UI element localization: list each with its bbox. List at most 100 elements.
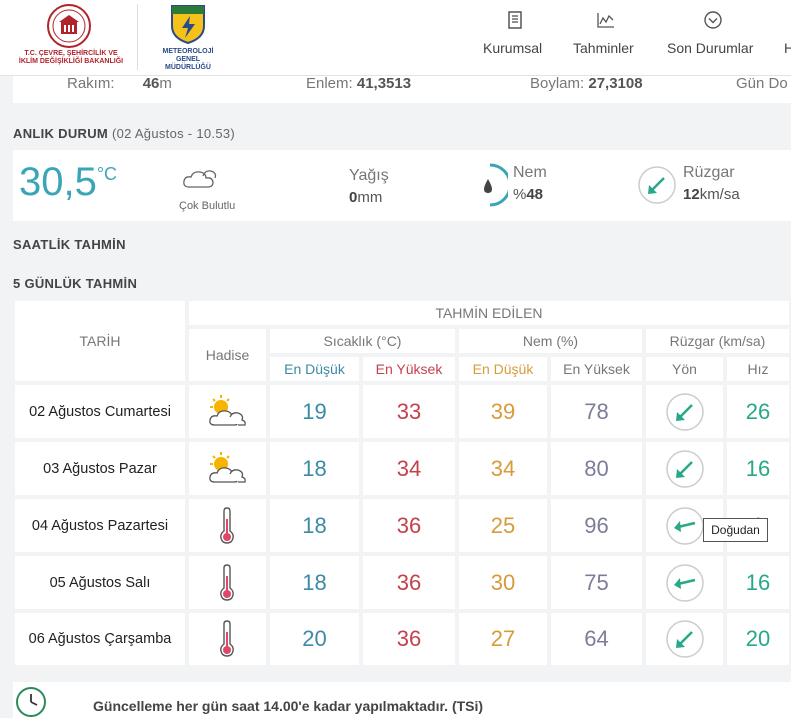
subheader-temp-high: En Yüksek — [363, 357, 455, 381]
row-wind-speed: 20 — [727, 613, 789, 665]
nav-label: Kurumsal — [483, 40, 543, 56]
chevron-circle-icon — [704, 11, 722, 29]
row-day: 04 Ağustos Pazartesi — [15, 499, 185, 552]
row-hum-low: 34 — [459, 442, 547, 495]
current-time: (02 Ağustos - 10.53) — [111, 126, 236, 141]
row-temp-high: 36 — [363, 556, 455, 609]
boylam-label: Boylam: — [530, 75, 585, 92]
col-header-tarih: TARİH — [15, 301, 185, 381]
row-wind-speed: 26 — [727, 385, 789, 438]
humidity-gauge-icon — [484, 163, 508, 207]
condition-label: Çok Bulutlu — [179, 200, 236, 212]
rakim-value: 46 — [142, 75, 160, 92]
row-hum-high: 64 — [551, 613, 642, 665]
clock-icon — [16, 687, 46, 717]
temp-unit: °C — [96, 164, 118, 184]
row-hadise-cell — [189, 613, 266, 665]
sun-cloud-icon — [209, 452, 246, 483]
row-wind-direction[interactable] — [646, 556, 723, 609]
gun-dogumu-label: Gün Do — [736, 75, 788, 92]
col-header-tahmin: TAHMİN EDİLEN — [189, 301, 789, 325]
row-temp-low: 20 — [270, 613, 359, 665]
row-hadise-cell — [189, 556, 266, 609]
yagis-value: 0mm — [349, 189, 383, 206]
location-info: Rakım: 46m Enlem: 41,3513 Boylam: 27,310… — [13, 75, 791, 103]
hourly-section-title[interactable]: SAATLİK TAHMİN — [13, 237, 126, 252]
mgm-logo[interactable]: METEOROLOJİ GENEL MÜDÜRLÜĞÜ — [158, 2, 238, 72]
mgm-badge-icon — [171, 5, 205, 44]
ministry-name-line2: İKLİM DEĞİŞİKLİĞİ BAKANLIĞI — [18, 58, 124, 65]
wind-direction-icon — [638, 166, 676, 204]
row-wind-direction[interactable] — [646, 613, 723, 665]
nav-label: Son Durumlar — [667, 40, 754, 56]
mgm-name-line2: GENEL MÜDÜRLÜĞÜ — [165, 56, 211, 71]
current-conditions-card: 30,5°C Çok Bulutlu Yağış 0mm Nem %48 Rüz… — [13, 150, 791, 221]
row-hum-high: 96 — [551, 499, 642, 552]
subheader-hum-low: En Düşük — [459, 357, 547, 381]
rakim-label: Rakım: — [67, 75, 115, 92]
row-hadise-cell — [189, 385, 266, 438]
yagis-label: Yağış — [349, 167, 389, 184]
thermometer-icon — [220, 564, 234, 601]
ruzgar-label: Rüzgar — [683, 164, 735, 181]
row-temp-low: 19 — [270, 385, 359, 438]
mgm-name-line1: METEOROLOJİ — [162, 48, 214, 55]
row-day: 06 Ağustos Çarşamba — [15, 613, 185, 665]
row-hum-low: 25 — [459, 499, 547, 552]
wind-arrow-icon — [666, 450, 704, 488]
subheader-hiz: Hız — [727, 357, 789, 381]
ministry-logo[interactable]: T.C. ÇEVRE, ŞEHİRCİLİK VE İKLİM DEĞİŞİKL… — [14, 4, 128, 72]
row-temp-high: 36 — [363, 499, 455, 552]
wind-arrow-icon — [666, 564, 704, 602]
row-temp-high: 34 — [363, 442, 455, 495]
wind-arrow-icon — [666, 620, 704, 658]
col-header-sicaklik: Sıcaklık (°C) — [270, 329, 455, 353]
row-hum-low: 27 — [459, 613, 547, 665]
current-temperature: 30,5°C — [19, 160, 118, 204]
row-temp-low: 18 — [270, 499, 359, 552]
row-hum-low: 30 — [459, 556, 547, 609]
rakim-unit: m — [159, 75, 172, 92]
row-wind-direction[interactable] — [646, 442, 723, 495]
site-header: T.C. ÇEVRE, ŞEHİRCİLİK VE İKLİM DEĞİŞİKL… — [0, 0, 791, 76]
ruzgar-value: 12km/sa — [683, 186, 740, 203]
thermometer-icon — [220, 507, 234, 544]
row-temp-high: 36 — [363, 613, 455, 665]
row-wind-direction[interactable] — [646, 385, 723, 438]
cloudy-icon — [183, 170, 217, 188]
enlem-value: 41,3513 — [356, 75, 412, 92]
document-icon — [508, 11, 522, 29]
row-hum-high: 78 — [551, 385, 642, 438]
nav-label: H — [784, 40, 791, 56]
col-header-hadise: Hadise — [189, 329, 266, 381]
col-header-nem: Nem (%) — [459, 329, 642, 353]
subheader-temp-low: En Düşük — [270, 357, 359, 381]
update-note: Güncelleme her gün saat 14.00'e kadar ya… — [13, 682, 791, 718]
row-wind-speed: 16 — [727, 442, 789, 495]
enlem-label: Enlem: — [306, 75, 353, 92]
row-temp-high: 33 — [363, 385, 455, 438]
forecast-table: TARİH TAHMİN EDİLEN Hadise Sıcaklık (°C)… — [13, 299, 791, 667]
row-temp-low: 18 — [270, 556, 359, 609]
subheader-hum-high: En Yüksek — [551, 357, 642, 381]
row-day: 03 Ağustos Pazar — [15, 442, 185, 495]
wind-direction-tooltip: Doğudan — [703, 518, 768, 542]
update-note-text: Güncelleme her gün saat 14.00'e kadar ya… — [93, 698, 484, 714]
row-hum-high: 75 — [551, 556, 642, 609]
row-hadise-cell — [189, 499, 266, 552]
row-hum-low: 39 — [459, 385, 547, 438]
row-hadise-cell — [189, 442, 266, 495]
ministry-emblem-icon — [47, 4, 91, 48]
boylam-value: 27,3108 — [588, 75, 643, 92]
nav-label: Tahminler — [573, 40, 634, 56]
row-hum-high: 80 — [551, 442, 642, 495]
row-temp-low: 18 — [270, 442, 359, 495]
row-day: 05 Ağustos Salı — [15, 556, 185, 609]
header-divider — [137, 4, 138, 70]
current-section-title: ANLIK DURUM (02 Ağustos - 10.53) — [13, 126, 236, 141]
chart-line-icon — [597, 13, 614, 28]
ministry-name-line1: T.C. ÇEVRE, ŞEHİRCİLİK VE — [24, 50, 118, 57]
wind-arrow-icon — [666, 393, 704, 431]
forecast-section-title: 5 GÜNLÜK TAHMİN — [13, 276, 138, 291]
row-wind-speed: 16 — [727, 556, 789, 609]
